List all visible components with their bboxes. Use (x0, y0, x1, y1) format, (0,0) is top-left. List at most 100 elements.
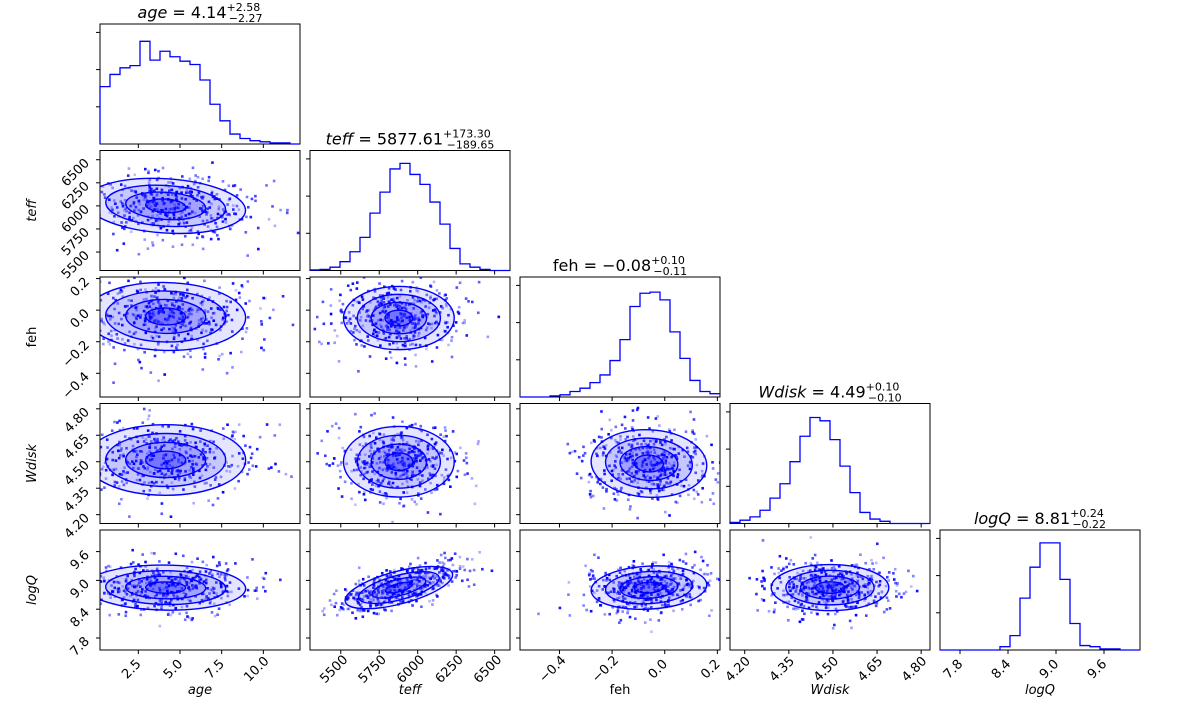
sample-point (175, 190, 179, 194)
sample-point (315, 315, 319, 319)
sample-point (366, 313, 370, 317)
sample-point (629, 580, 633, 583)
sample-point (143, 481, 146, 484)
sample-point (92, 216, 95, 219)
sample-point (761, 569, 764, 573)
sample-point (175, 320, 179, 323)
sample-point (175, 469, 179, 473)
sample-point (428, 471, 431, 475)
sample-point (151, 587, 155, 591)
sample-point (885, 575, 889, 579)
sample-point (406, 485, 410, 489)
sample-point (441, 581, 444, 585)
sample-point (127, 279, 130, 283)
sample-point (842, 575, 845, 578)
sample-point (702, 572, 706, 576)
sample-point (700, 555, 703, 559)
y-tick-label-feh: −0.2 (60, 338, 93, 371)
sample-point (204, 570, 208, 573)
sample-point (428, 323, 432, 326)
sample-point (351, 282, 355, 285)
sample-point (660, 488, 664, 492)
sample-point (396, 432, 399, 436)
sample-point (207, 179, 210, 183)
sample-point (413, 331, 417, 334)
sample-point (842, 586, 845, 590)
sample-point (346, 284, 350, 287)
sample-point (664, 473, 668, 477)
sample-point (385, 586, 388, 590)
sample-point (390, 471, 394, 474)
sample-point (382, 441, 385, 444)
sample-point (180, 605, 184, 609)
sample-point (582, 604, 585, 607)
sample-point (160, 310, 163, 313)
sample-point (123, 435, 127, 438)
sample-point (635, 472, 639, 475)
sample-point (115, 248, 119, 252)
sample-point (212, 450, 215, 454)
sample-point (401, 567, 405, 571)
sample-point (412, 336, 415, 340)
sample-point (679, 589, 682, 592)
histogram-age (99, 40, 300, 145)
sample-point (616, 476, 620, 480)
sample-point (812, 580, 815, 584)
sample-point (150, 274, 153, 277)
sample-point (600, 410, 603, 413)
sample-point (401, 459, 404, 463)
sample-point (226, 203, 229, 206)
sample-point (134, 605, 137, 609)
sample-point (181, 554, 185, 558)
sample-point (386, 584, 390, 587)
sample-point (376, 338, 380, 342)
sample-point (199, 429, 202, 432)
sample-point (100, 488, 103, 491)
x-tick-label-Wdisk: 4.50 (811, 654, 842, 685)
sample-point (668, 467, 671, 471)
sample-point (354, 460, 358, 464)
sample-point (140, 366, 143, 370)
sample-point (183, 462, 187, 466)
sample-point (826, 587, 830, 590)
sample-point (217, 561, 221, 564)
sample-point (398, 295, 402, 298)
sample-point (382, 433, 386, 436)
sample-point (663, 467, 666, 470)
sample-point (628, 576, 632, 580)
sample-point (246, 254, 249, 257)
sample-point (415, 599, 418, 603)
sample-point (671, 577, 674, 580)
sample-point (160, 604, 163, 607)
sample-point (229, 300, 232, 304)
sample-point (134, 191, 138, 194)
sample-point (433, 457, 437, 461)
sample-point (161, 196, 165, 200)
sample-point (355, 281, 359, 284)
sample-point (152, 472, 156, 475)
sample-point (388, 465, 392, 468)
sample-point (87, 429, 90, 432)
sample-point (623, 597, 627, 600)
sample-point (212, 319, 216, 322)
sample-point (434, 441, 438, 444)
sample-point (630, 426, 634, 429)
sample-point (663, 579, 667, 583)
sample-point (183, 234, 187, 238)
sample-point (649, 447, 652, 450)
sample-point (135, 305, 139, 309)
sample-point (47, 163, 50, 166)
sample-point (360, 273, 363, 276)
sample-point (201, 204, 205, 208)
sample-point (670, 439, 673, 442)
sample-point (162, 474, 166, 477)
sample-point (597, 556, 600, 560)
sample-point (167, 425, 170, 428)
sample-point (384, 309, 388, 313)
sample-point (42, 437, 45, 440)
sample-point (160, 598, 164, 602)
sample-point (691, 430, 694, 434)
sample-point (384, 451, 387, 455)
sample-point (882, 610, 886, 614)
